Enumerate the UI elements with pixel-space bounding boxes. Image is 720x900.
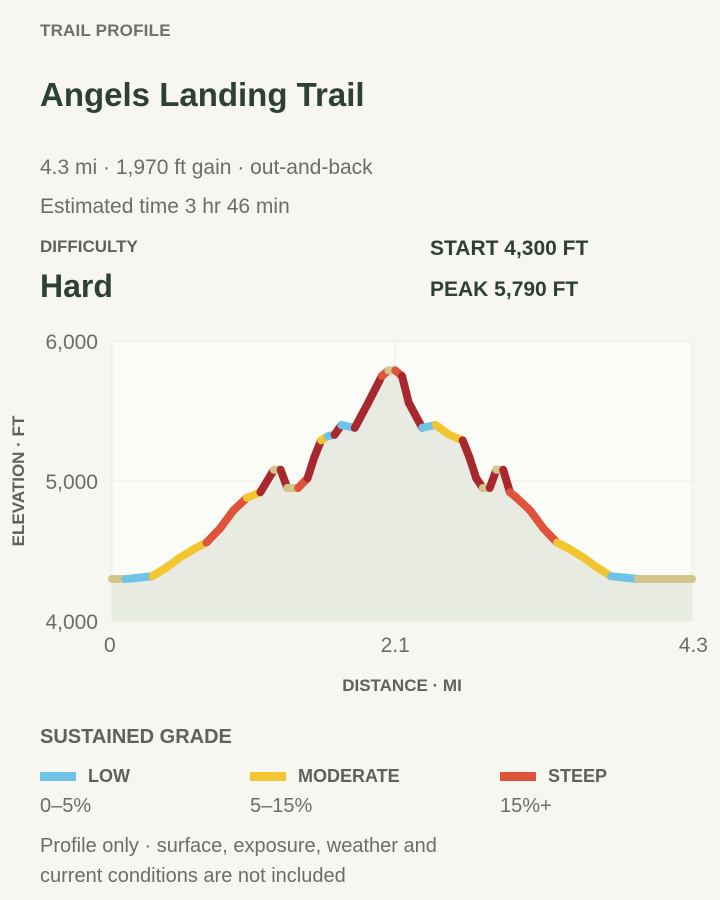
profile-segment xyxy=(398,372,413,407)
peak-elevation: PEAK 5,790 FT xyxy=(430,278,579,301)
legend-range-steep: 15%+ xyxy=(500,795,552,817)
legend-range-low: 0–5% xyxy=(40,795,92,817)
legend-title: SUSTAINED GRADE xyxy=(40,726,232,748)
y-axis-ticks: 4,000 5,000 6,000 xyxy=(45,331,98,634)
x-tick-label: 0 xyxy=(104,634,116,657)
trail-stats: 4.3 mi · 1,970 ft gain · out-and-back xyxy=(40,156,373,179)
y-tick-label: 6,000 xyxy=(45,331,98,354)
profile-segment xyxy=(364,372,386,407)
legend-item-steep: STEEP 15%+ xyxy=(500,766,607,818)
elevation-area xyxy=(112,370,692,621)
y-axis-label: ELEVATION · FT xyxy=(9,415,28,546)
legend-name-low: LOW xyxy=(88,766,130,786)
profile-segment xyxy=(256,465,278,497)
y-tick-label: 5,000 xyxy=(45,471,98,494)
profile-segment xyxy=(350,398,373,432)
profile-segment xyxy=(404,398,427,432)
section-kicker: TRAIL PROFILE xyxy=(40,21,171,40)
elevation-profile-chart: 4,000 5,000 6,000 0 2.1 4.3 DISTANCE · MI EL… xyxy=(9,331,708,695)
difficulty-value: Hard xyxy=(40,268,113,304)
legend-range-moderate: 5–15% xyxy=(250,795,313,817)
profile-line xyxy=(108,366,696,583)
x-tick-label: 2.1 xyxy=(381,634,410,657)
x-axis-ticks: 0 2.1 4.3 xyxy=(104,634,708,657)
disclaimer-note: Profile only · surface, exposure, weathe… xyxy=(40,835,437,887)
legend-name-steep: STEEP xyxy=(548,766,608,786)
legend-item-moderate: MODERATE 5–15% xyxy=(250,766,400,818)
y-tick-label: 4,000 xyxy=(45,611,98,634)
x-tick-label: 4.3 xyxy=(679,634,708,657)
legend-item-low: LOW 0–5% xyxy=(40,766,130,818)
legend-name-moderate: MODERATE xyxy=(298,766,400,786)
trail-title: Angels Landing Trail xyxy=(40,76,365,113)
legend-swatch-low xyxy=(40,772,76,781)
legend-swatch-moderate xyxy=(250,772,286,781)
legend-swatch-steep xyxy=(500,772,536,781)
x-axis-label: DISTANCE · MI xyxy=(342,676,462,695)
estimated-time: Estimated time 3 hr 46 min xyxy=(40,195,290,218)
start-elevation: START 4,300 FT xyxy=(430,237,589,260)
difficulty-label: DIFFICULTY xyxy=(40,237,138,256)
